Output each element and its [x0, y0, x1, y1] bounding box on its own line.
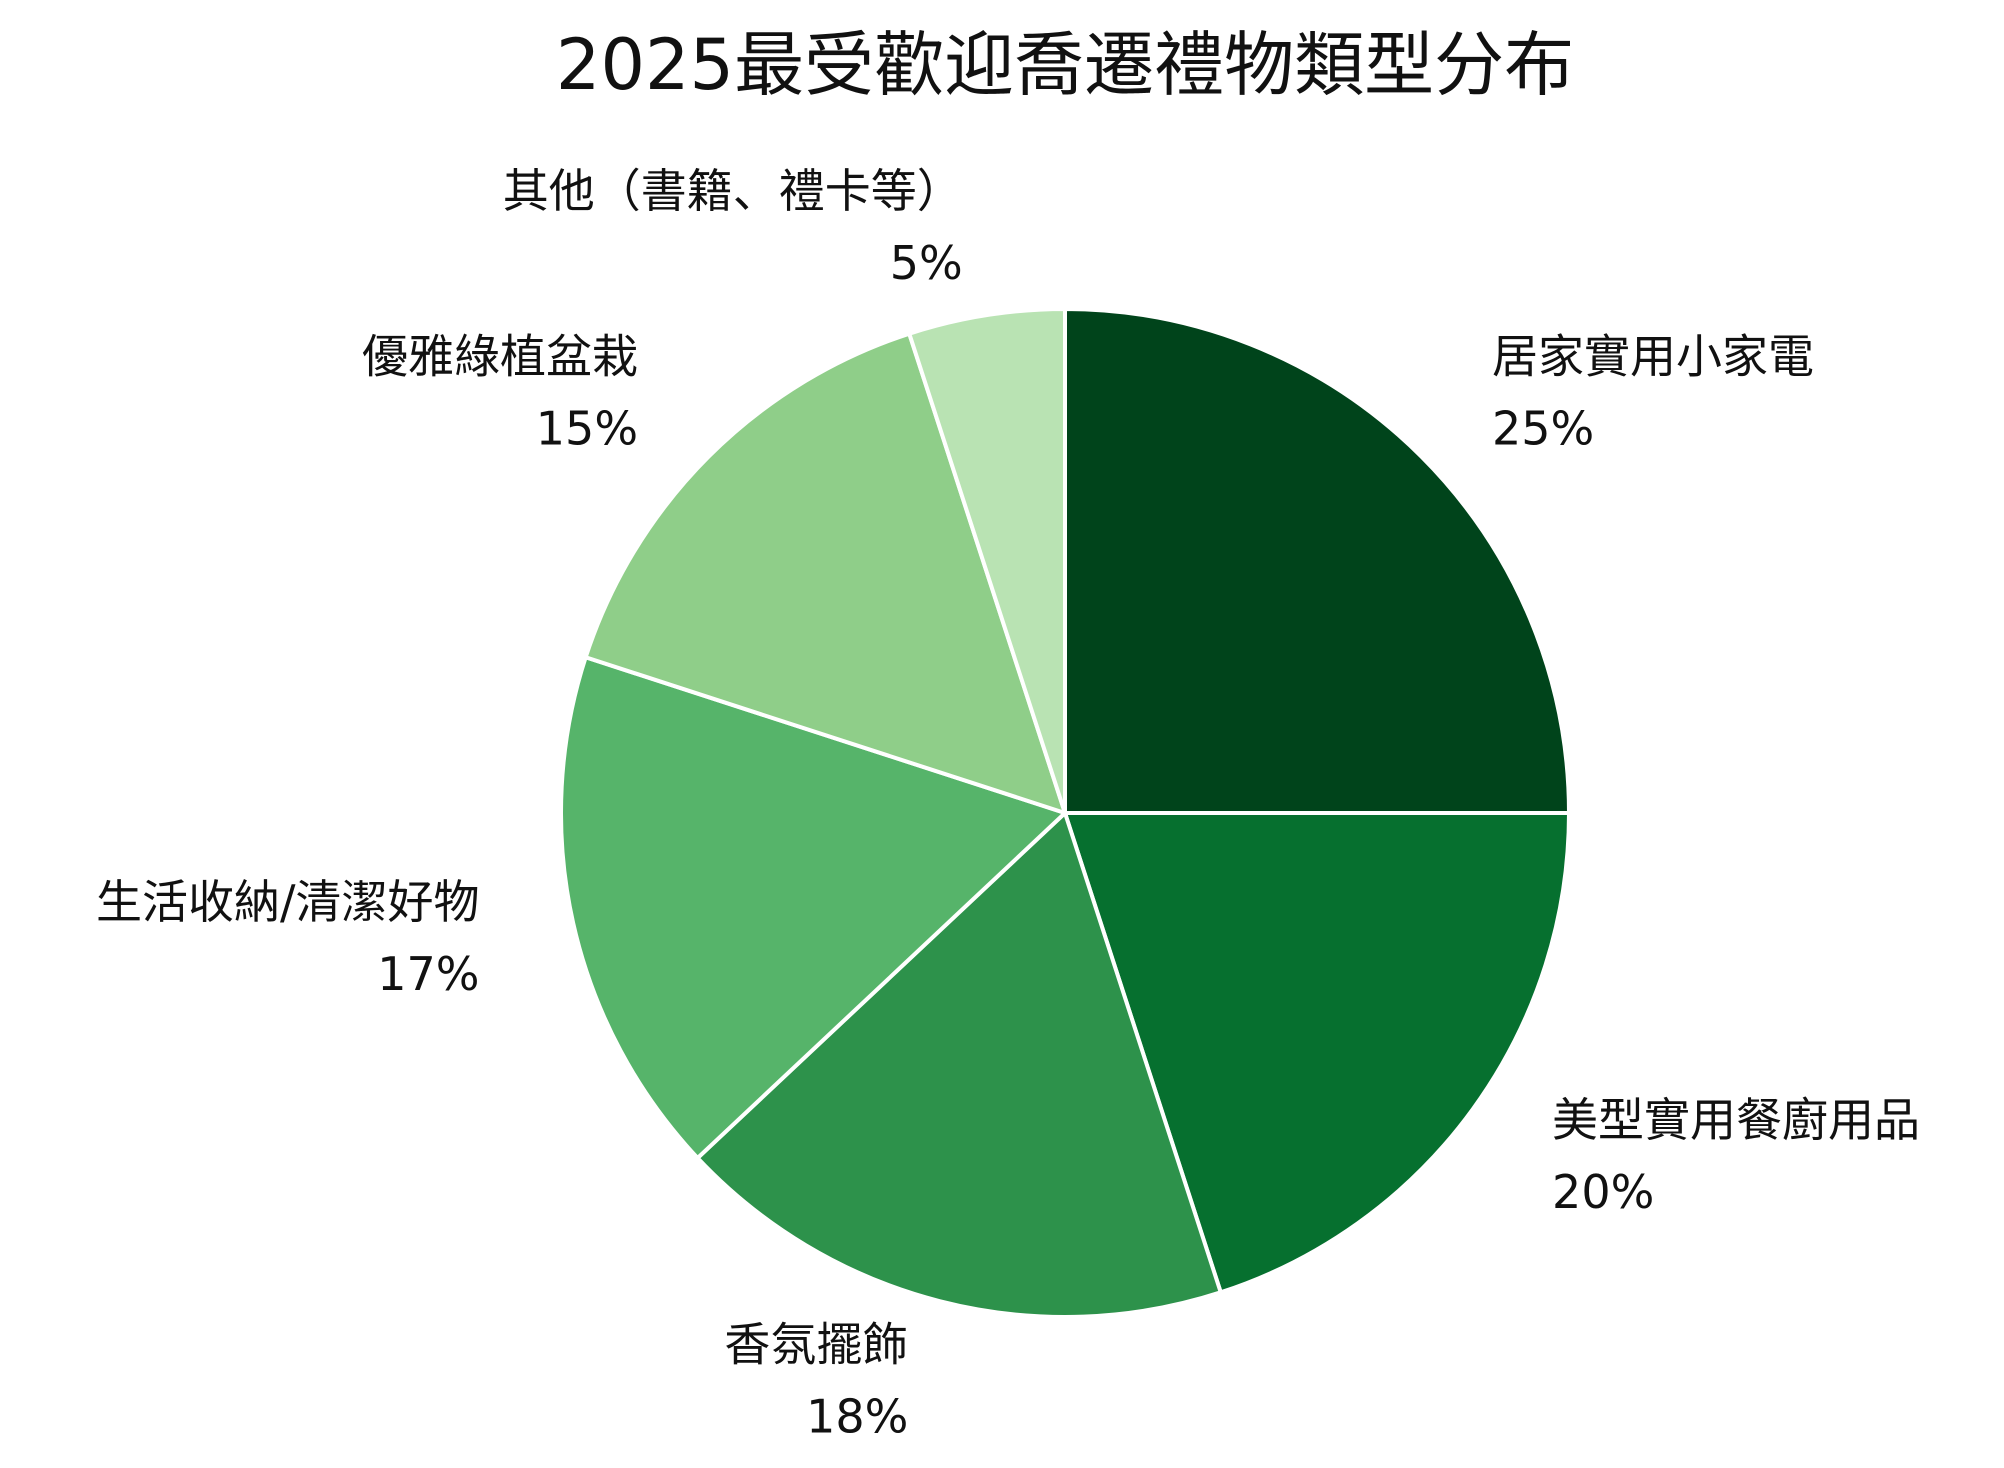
slice-value-label: 17%: [377, 947, 479, 1001]
slice-label: 美型實用餐廚用品: [1552, 1093, 1920, 1147]
pie-slice: [906, 306, 1067, 814]
slice-label: 優雅綠植盆栽: [362, 330, 638, 384]
slice-value-label: 20%: [1552, 1165, 1654, 1219]
pie-slice: [559, 654, 1069, 1161]
pie-slice: [694, 809, 1224, 1319]
slice-value-label: 25%: [1492, 402, 1594, 456]
slice-value-label: 5%: [890, 236, 963, 290]
slice-value-label: 15%: [536, 402, 638, 456]
slice-label: 居家實用小家電: [1492, 330, 1814, 384]
chart-title: 2025最受歡迎喬遷禮物類型分布: [556, 24, 1574, 106]
slice-value-label: 18%: [806, 1390, 908, 1444]
pie-slice: [1063, 306, 1572, 815]
slice-label: 香氛擺飾: [724, 1318, 908, 1372]
pie-slice: [583, 331, 1069, 817]
pie-slice: [1062, 811, 1572, 1295]
slice-label: 其他（書籍、禮卡等）: [503, 164, 963, 218]
slice-label: 生活收納/清潔好物: [96, 875, 480, 929]
